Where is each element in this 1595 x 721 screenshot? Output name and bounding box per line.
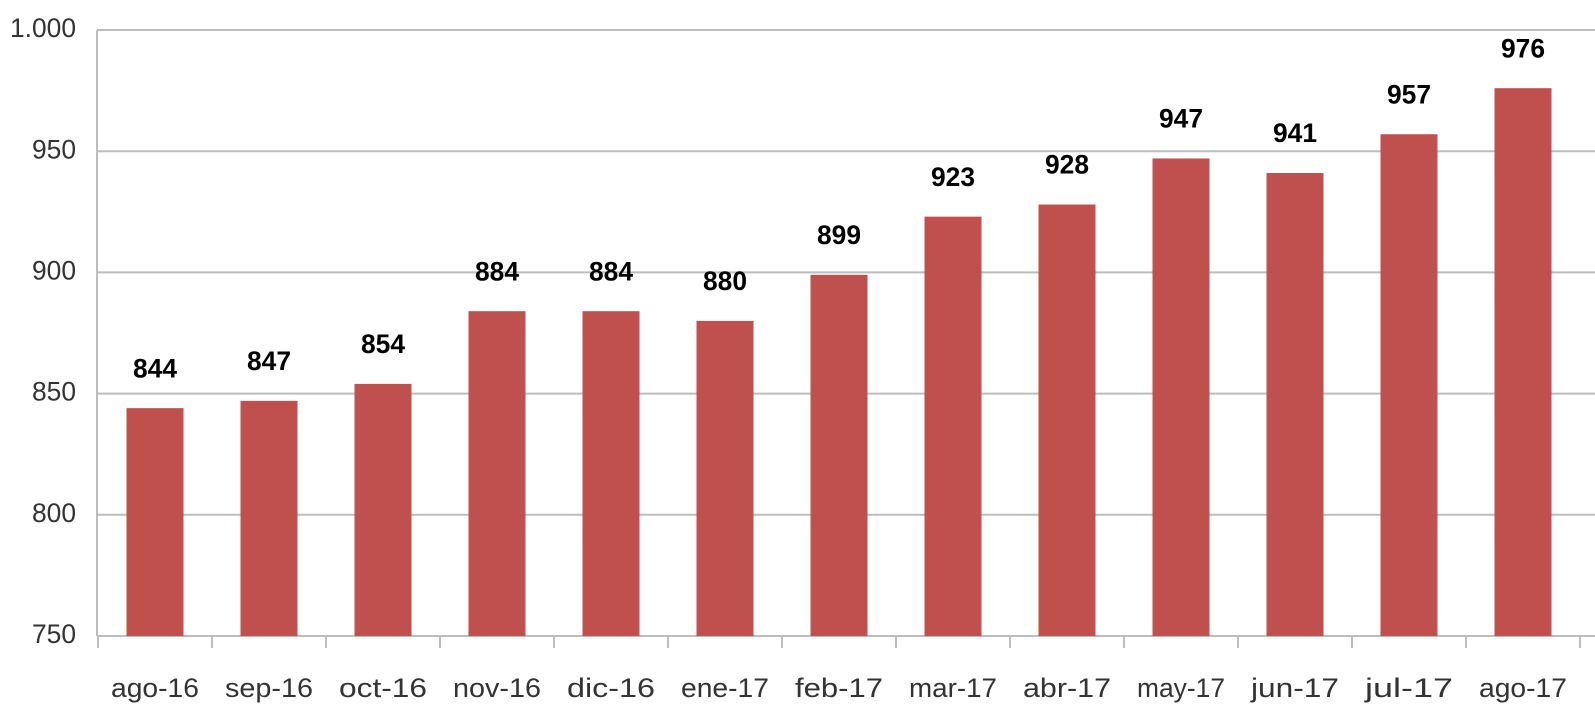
bar	[240, 400, 298, 636]
y-tick-label: 750	[32, 619, 76, 649]
y-tick-label: 900	[32, 256, 76, 286]
x-tick-label: abr-17	[1023, 673, 1111, 703]
y-tick-label: 950	[32, 134, 76, 164]
bar	[1152, 158, 1210, 637]
x-tick-label: ago-16	[111, 673, 199, 703]
bar	[1494, 88, 1552, 636]
y-tick-label: 1.000	[10, 13, 76, 43]
x-tick-label: sep-16	[225, 673, 313, 703]
x-tick-label: dic-16	[567, 673, 655, 703]
bar	[582, 311, 640, 636]
bar	[696, 320, 754, 636]
data-label: 899	[817, 220, 861, 250]
data-label: 884	[475, 256, 519, 286]
bar	[1380, 134, 1438, 636]
x-tick-label: oct-16	[339, 673, 427, 703]
data-label: 880	[703, 266, 747, 296]
x-tick-label: jun-17	[1250, 673, 1339, 703]
data-label: 947	[1159, 104, 1203, 134]
data-label: 854	[361, 329, 405, 359]
bar	[810, 274, 868, 636]
data-label: 884	[589, 256, 633, 286]
data-label: 957	[1387, 79, 1431, 109]
bar	[468, 311, 526, 636]
y-tick-label: 800	[32, 498, 76, 528]
data-label: 941	[1273, 118, 1317, 148]
bar	[1038, 204, 1096, 636]
x-tick-label: mar-17	[909, 673, 997, 703]
y-tick-label: 850	[32, 377, 76, 407]
data-label: 844	[133, 353, 177, 383]
bar	[924, 216, 982, 636]
x-tick-label: ago-17	[1479, 673, 1567, 703]
x-tick-label: feb-17	[795, 673, 883, 703]
data-label: 847	[247, 346, 291, 376]
bar	[354, 383, 412, 636]
x-tick-label: jul-17	[1364, 673, 1453, 703]
x-tick-label: nov-16	[453, 673, 541, 703]
bar	[1266, 173, 1324, 637]
data-label: 976	[1501, 33, 1545, 63]
bar	[126, 408, 184, 636]
x-tick-label: may-17	[1137, 673, 1225, 703]
data-label: 928	[1045, 150, 1089, 180]
x-tick-label: ene-17	[681, 673, 769, 703]
data-label: 923	[931, 162, 975, 192]
